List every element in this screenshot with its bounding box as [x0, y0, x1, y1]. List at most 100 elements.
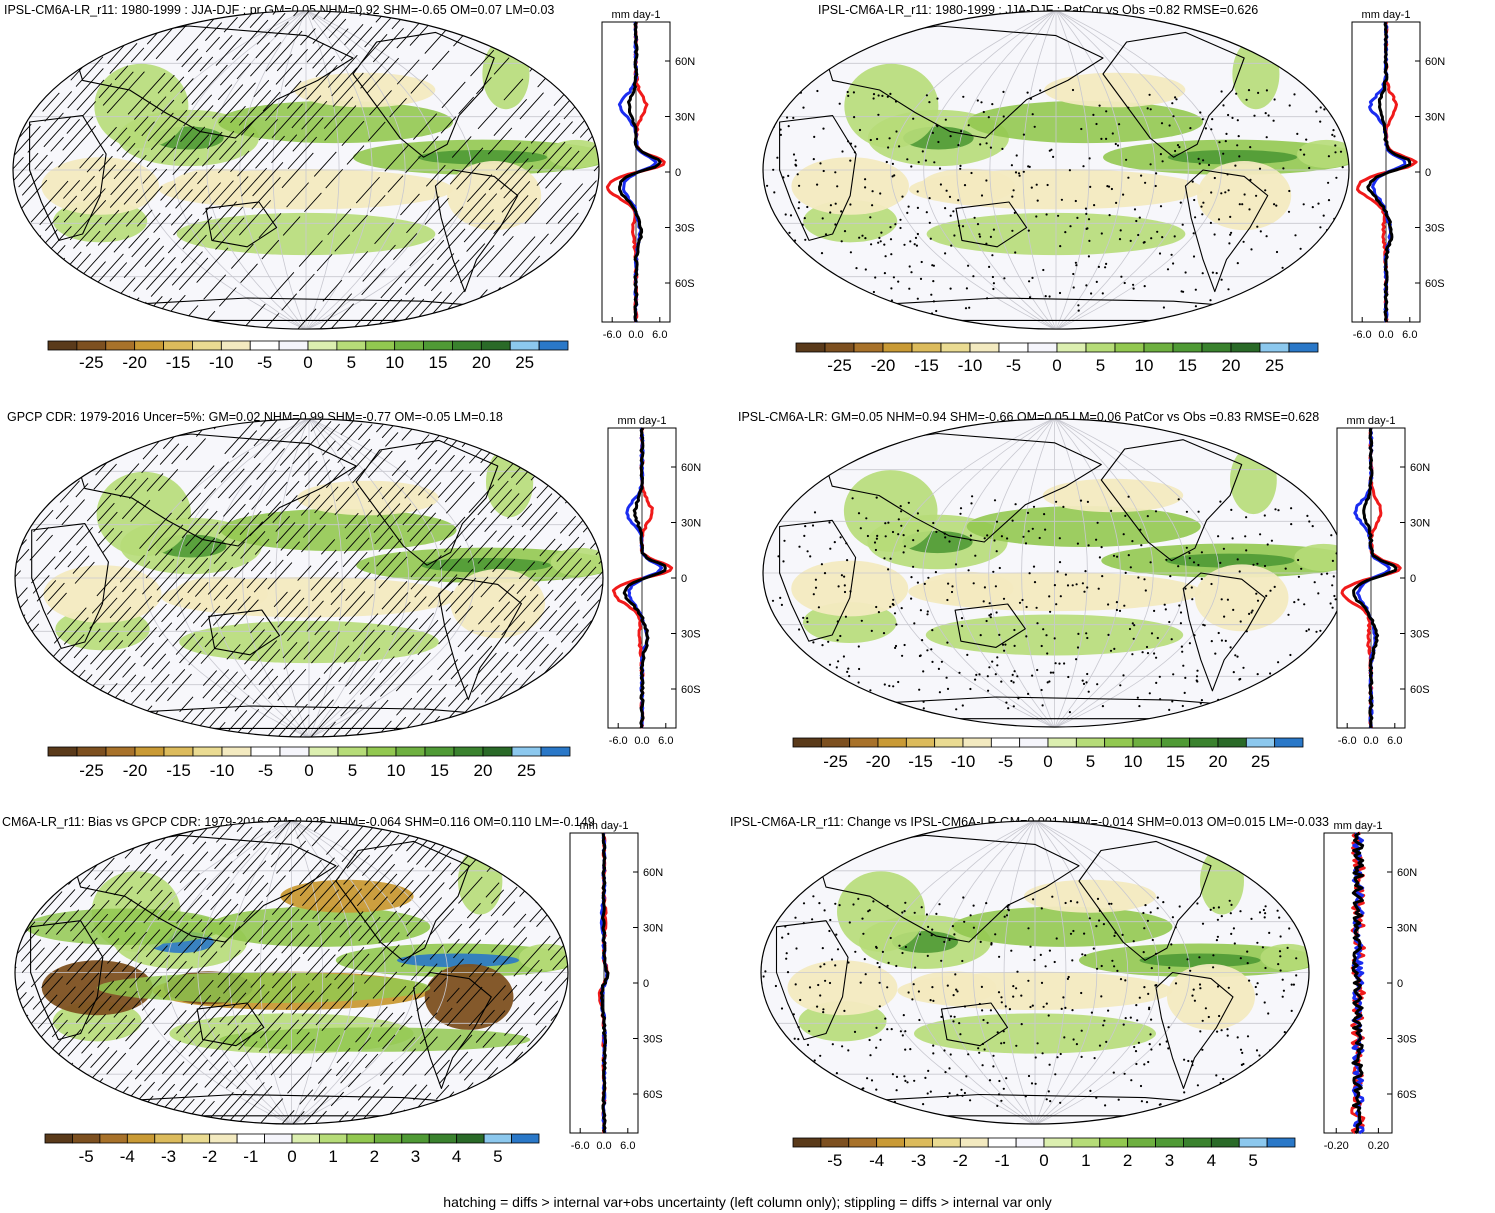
stipple-dot	[829, 211, 832, 214]
stipple-dot	[1238, 155, 1241, 158]
stipple-dot	[1267, 114, 1270, 117]
stipple-dot	[794, 916, 797, 919]
stipple-dot	[1294, 307, 1297, 310]
colorbar-swatch	[401, 1133, 430, 1144]
stipple-dot	[1137, 233, 1140, 237]
stipple-dot	[1098, 104, 1101, 107]
stipple-dot	[1286, 946, 1289, 949]
hatching-line	[417, 10, 599, 330]
stipple-dot	[996, 1031, 999, 1034]
stipple-dot	[1060, 1007, 1063, 1010]
stipple-dot	[1213, 176, 1216, 180]
stipple-dot	[852, 91, 855, 94]
precip-increase-region	[967, 100, 1203, 144]
stipple-dot	[1000, 1001, 1003, 1004]
stipple-dot	[764, 272, 767, 275]
stipple-dot	[1225, 132, 1228, 135]
colorbar-swatch	[154, 1133, 183, 1144]
stipple-dot	[1201, 213, 1204, 216]
stipple-dot	[1149, 561, 1152, 564]
stipple-dot	[887, 961, 890, 964]
hatching-line	[56, 419, 346, 737]
stipple-dot	[928, 221, 931, 224]
stipple-dot	[897, 680, 900, 684]
colorbar-label: 10	[1134, 356, 1154, 375]
stipple-dot	[1192, 232, 1195, 235]
hatching-line	[155, 419, 445, 737]
stipple-dot	[825, 304, 828, 307]
stipple-dot	[948, 938, 951, 942]
stipple-dot	[1242, 240, 1245, 243]
stipple-dot	[829, 918, 832, 922]
stipple-dot	[882, 632, 886, 635]
stipple-dot	[1264, 905, 1267, 908]
graticule-meridian	[911, 821, 1036, 1124]
stipple-dot	[982, 110, 985, 114]
stipple-dot	[1171, 700, 1174, 703]
stipple-dot	[1175, 98, 1178, 101]
stipple-dot	[1277, 661, 1280, 664]
stipple-dot	[1092, 947, 1095, 950]
stipple-dot	[786, 281, 789, 284]
stipple-dot	[1210, 582, 1213, 586]
stipple-dot	[831, 1043, 834, 1046]
stipple-dot	[1124, 571, 1127, 574]
stipple-dot	[869, 138, 872, 142]
stipple-dot	[1170, 943, 1173, 946]
zonal-mean-unit: mm day-1	[618, 415, 667, 427]
colorbar-swatch	[428, 1133, 458, 1144]
stipple-dot	[1263, 1001, 1266, 1004]
stipple-dot	[889, 238, 893, 241]
stipple-dot	[1309, 703, 1312, 706]
stipple-dot	[1057, 214, 1060, 217]
stipple-dot	[1330, 534, 1333, 537]
stipple-dot	[1216, 918, 1219, 921]
colorbar-label: 5	[346, 353, 357, 372]
stipple-dot	[1015, 1044, 1018, 1047]
stipple-dot	[893, 704, 896, 707]
stipple-dot	[915, 244, 918, 247]
colorbar-swatch	[99, 1133, 128, 1144]
stipple-dot	[862, 932, 865, 935]
stipple-dot	[774, 627, 777, 630]
stipple-dot	[1200, 699, 1203, 702]
stipple-dot	[1027, 530, 1030, 533]
stipple-dot	[1296, 132, 1299, 135]
stipple-dot	[1204, 1007, 1207, 1010]
hatching-line	[386, 419, 603, 737]
stipple-dot	[1000, 1042, 1003, 1045]
stipple-dot	[772, 904, 775, 907]
stipple-dot	[901, 911, 904, 914]
stipple-dot	[944, 536, 947, 539]
stipple-dot	[891, 1073, 894, 1076]
stipple-dot	[1075, 1043, 1078, 1046]
stipple-dot	[951, 585, 954, 588]
stipple-dot	[872, 290, 875, 294]
stipple-dot	[819, 162, 822, 165]
stipple-dot	[943, 532, 946, 535]
stipple-dot	[1042, 268, 1045, 272]
stipple-dot	[960, 617, 964, 620]
stipple-dot	[792, 1013, 795, 1016]
stipple-dot	[1110, 187, 1113, 191]
precip-increase-core	[1167, 150, 1298, 165]
colorbar-swatch	[934, 737, 964, 748]
colorbar-swatch	[820, 737, 851, 748]
stipple-dot	[1171, 102, 1174, 105]
stipple-dot	[976, 223, 980, 226]
stipple-dot	[1230, 231, 1233, 234]
figure-footer: hatching = diffs > internal var+obs unce…	[443, 1194, 1052, 1210]
stipple-dot	[904, 1079, 907, 1082]
stipple-dot	[782, 641, 786, 644]
stipple-dot	[1002, 90, 1005, 93]
stipple-dot	[1264, 189, 1267, 192]
graticule-meridian	[972, 821, 1036, 1124]
stipple-dot	[819, 1106, 822, 1109]
stipple-dot	[933, 161, 936, 164]
stipple-dot	[937, 140, 940, 144]
stipple-dot	[1172, 262, 1175, 265]
stipple-dot	[1273, 585, 1276, 588]
stipple-dot	[1202, 201, 1205, 204]
stipple-dot	[863, 958, 866, 961]
stipple-dot	[935, 912, 938, 915]
